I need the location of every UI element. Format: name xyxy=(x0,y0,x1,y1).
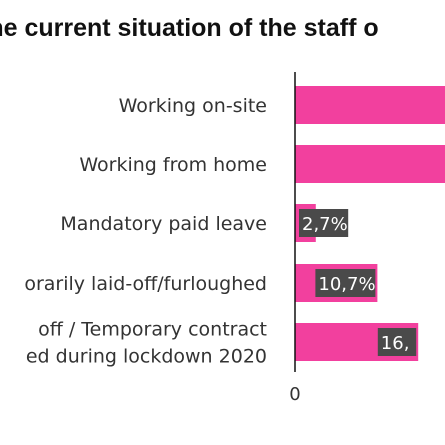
category-label: Mandatory paid leave xyxy=(60,213,267,235)
value-label: 10,7% xyxy=(318,274,375,295)
value-label-box xyxy=(377,328,417,356)
value-label: 16, xyxy=(381,333,410,354)
value-label: 2,7% xyxy=(302,214,348,235)
category-label: off / Temporary contract xyxy=(38,319,267,341)
value-label-box xyxy=(315,269,376,297)
x-tick-label: 0 xyxy=(289,384,300,405)
category-label: Working from home xyxy=(79,154,267,176)
bar xyxy=(295,86,445,124)
category-label: Working on-site xyxy=(119,95,267,117)
bar xyxy=(295,145,445,183)
category-label: orarily laid-off/furloughed xyxy=(24,273,267,295)
value-label-box xyxy=(299,209,349,237)
category-label: ed during lockdown 2020 xyxy=(26,346,267,368)
chart-title: the current situation of the staff o xyxy=(0,14,379,42)
